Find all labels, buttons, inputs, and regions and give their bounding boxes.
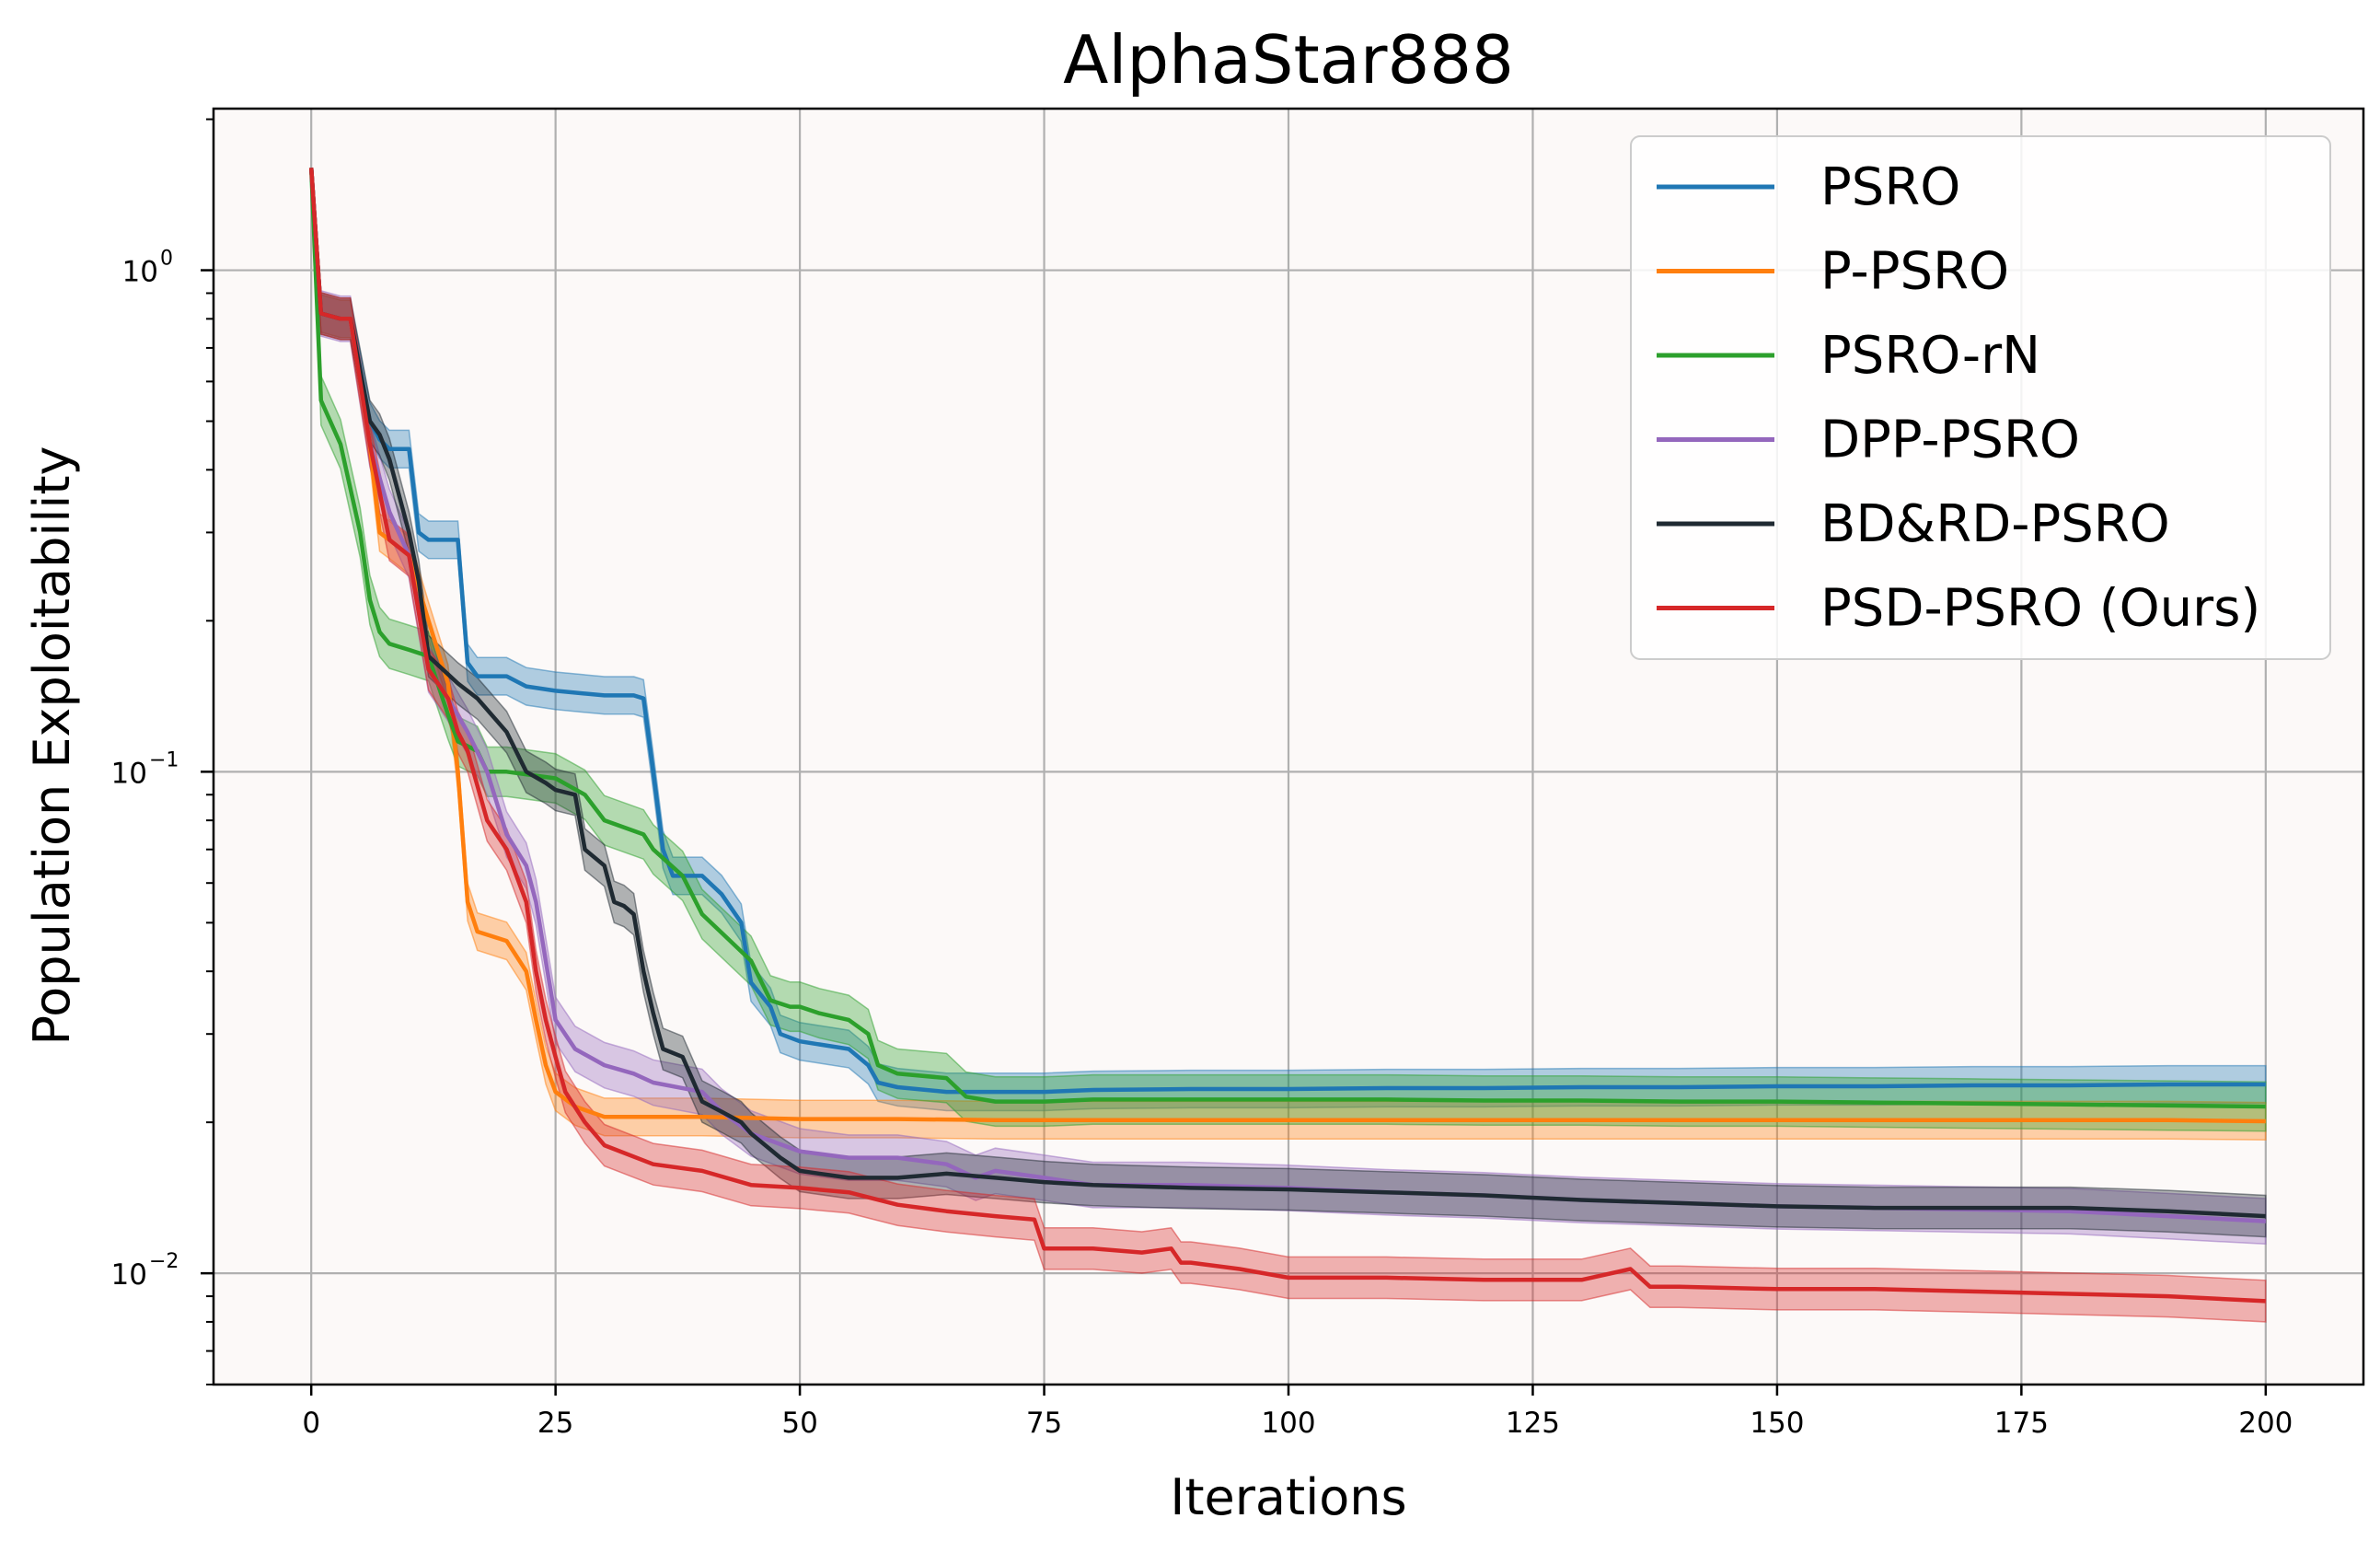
y-tick-label: 10 bbox=[111, 1258, 147, 1292]
x-tick-label: 25 bbox=[537, 1407, 573, 1440]
x-tick-label: 0 bbox=[302, 1407, 320, 1440]
y-tick-base: 10 bbox=[111, 757, 147, 790]
x-tick-label: 125 bbox=[1506, 1407, 1560, 1440]
legend-label-4: BD&RD-PSRO bbox=[1820, 494, 2170, 554]
line-4 bbox=[308, 168, 2266, 1219]
line-layer bbox=[308, 168, 2266, 1304]
y-tick-exponent: 0 bbox=[160, 248, 173, 271]
legend-label-5: PSD-PSRO (Ours) bbox=[1820, 579, 2260, 639]
legend-box bbox=[1630, 135, 2331, 660]
chart-title: AlphaStar888 bbox=[1063, 21, 1514, 99]
x-tick-label: 75 bbox=[1026, 1407, 1062, 1440]
y-tick-base: 10 bbox=[122, 256, 158, 289]
legend-label-2: PSRO-rN bbox=[1820, 326, 2040, 386]
y-tick-label: 10 bbox=[122, 256, 158, 289]
line-5 bbox=[308, 168, 2266, 1304]
y-axis-label: Population Exploitability bbox=[23, 446, 81, 1046]
legend: PSRO P-PSRO PSRO-rN DPP-PSRO BD&RD-PSRO PSD-P… bbox=[1630, 135, 2331, 660]
line-0 bbox=[308, 168, 2266, 1095]
y-tick-exponent: −2 bbox=[149, 1250, 179, 1273]
y-tick-exponent: −1 bbox=[149, 748, 179, 771]
grid-layer bbox=[214, 109, 2363, 1385]
y-tick-base: 10 bbox=[111, 1258, 147, 1292]
x-tick-label: 100 bbox=[1261, 1407, 1315, 1440]
y-tick-label: 10 bbox=[111, 757, 147, 790]
x-tick-label: 175 bbox=[1994, 1407, 2049, 1440]
legend-label-1: P-PSRO bbox=[1820, 242, 2009, 302]
legend-label-3: DPP-PSRO bbox=[1820, 411, 2080, 470]
x-tick-label: 150 bbox=[1750, 1407, 1804, 1440]
x-tick-label: 200 bbox=[2238, 1407, 2293, 1440]
line-2 bbox=[308, 168, 2266, 1109]
legend-label-0: PSRO bbox=[1820, 157, 1960, 217]
x-axis-label: Iterations bbox=[1170, 1468, 1406, 1526]
x-tick-label: 50 bbox=[781, 1407, 817, 1440]
